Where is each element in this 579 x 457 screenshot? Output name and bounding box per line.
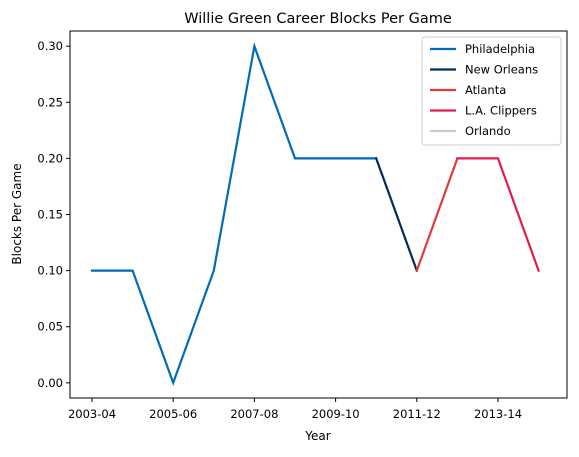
- legend-label: Atlanta: [465, 83, 506, 97]
- y-tick-label: 0.00: [37, 376, 63, 390]
- series-line-new-orleans: [374, 156, 419, 273]
- legend: Philadelphia New Orleans Atlanta L.A. Clipp…: [421, 36, 562, 146]
- x-tick-label: 2009-10: [312, 407, 360, 421]
- y-tick-label: 0.20: [37, 151, 63, 165]
- x-tick-label: 2005-06: [149, 407, 197, 421]
- y-tick-label: 0.25: [37, 95, 63, 109]
- series-line-atlanta: [415, 156, 459, 273]
- y-tick-label: 0.15: [37, 208, 63, 222]
- legend-label: Orlando: [465, 124, 511, 138]
- y-tick-label: 0.10: [37, 264, 63, 278]
- legend-box: [421, 36, 562, 146]
- y-axis-label: Blocks Per Game: [10, 163, 24, 264]
- x-tick-label: 2007-08: [230, 407, 278, 421]
- y-tick-label: 0.30: [37, 39, 63, 53]
- x-axis-label: Year: [304, 429, 330, 443]
- y-tick-label: 0.05: [37, 320, 63, 334]
- legend-label: L.A. Clippers: [465, 104, 537, 118]
- x-tick-label: 2011-12: [393, 407, 441, 421]
- x-tick-label: 2003-04: [68, 407, 116, 421]
- series-line-philadelphia: [90, 41, 378, 387]
- legend-label: New Orleans: [465, 63, 538, 77]
- y-axis: 0.00 0.05 0.10 0.15 0.20 0.25 0.30: [37, 39, 70, 390]
- series-line-l-a-clippers: [456, 157, 541, 273]
- x-axis: 2003-04 2005-06 2007-08 2009-10 2011-12 2013-…: [68, 398, 522, 421]
- chart-title: Willie Green Career Blocks Per Game: [184, 11, 452, 27]
- plot-area: [90, 41, 541, 387]
- x-tick-label: 2013-14: [474, 407, 522, 421]
- legend-label: Philadelphia: [465, 42, 535, 56]
